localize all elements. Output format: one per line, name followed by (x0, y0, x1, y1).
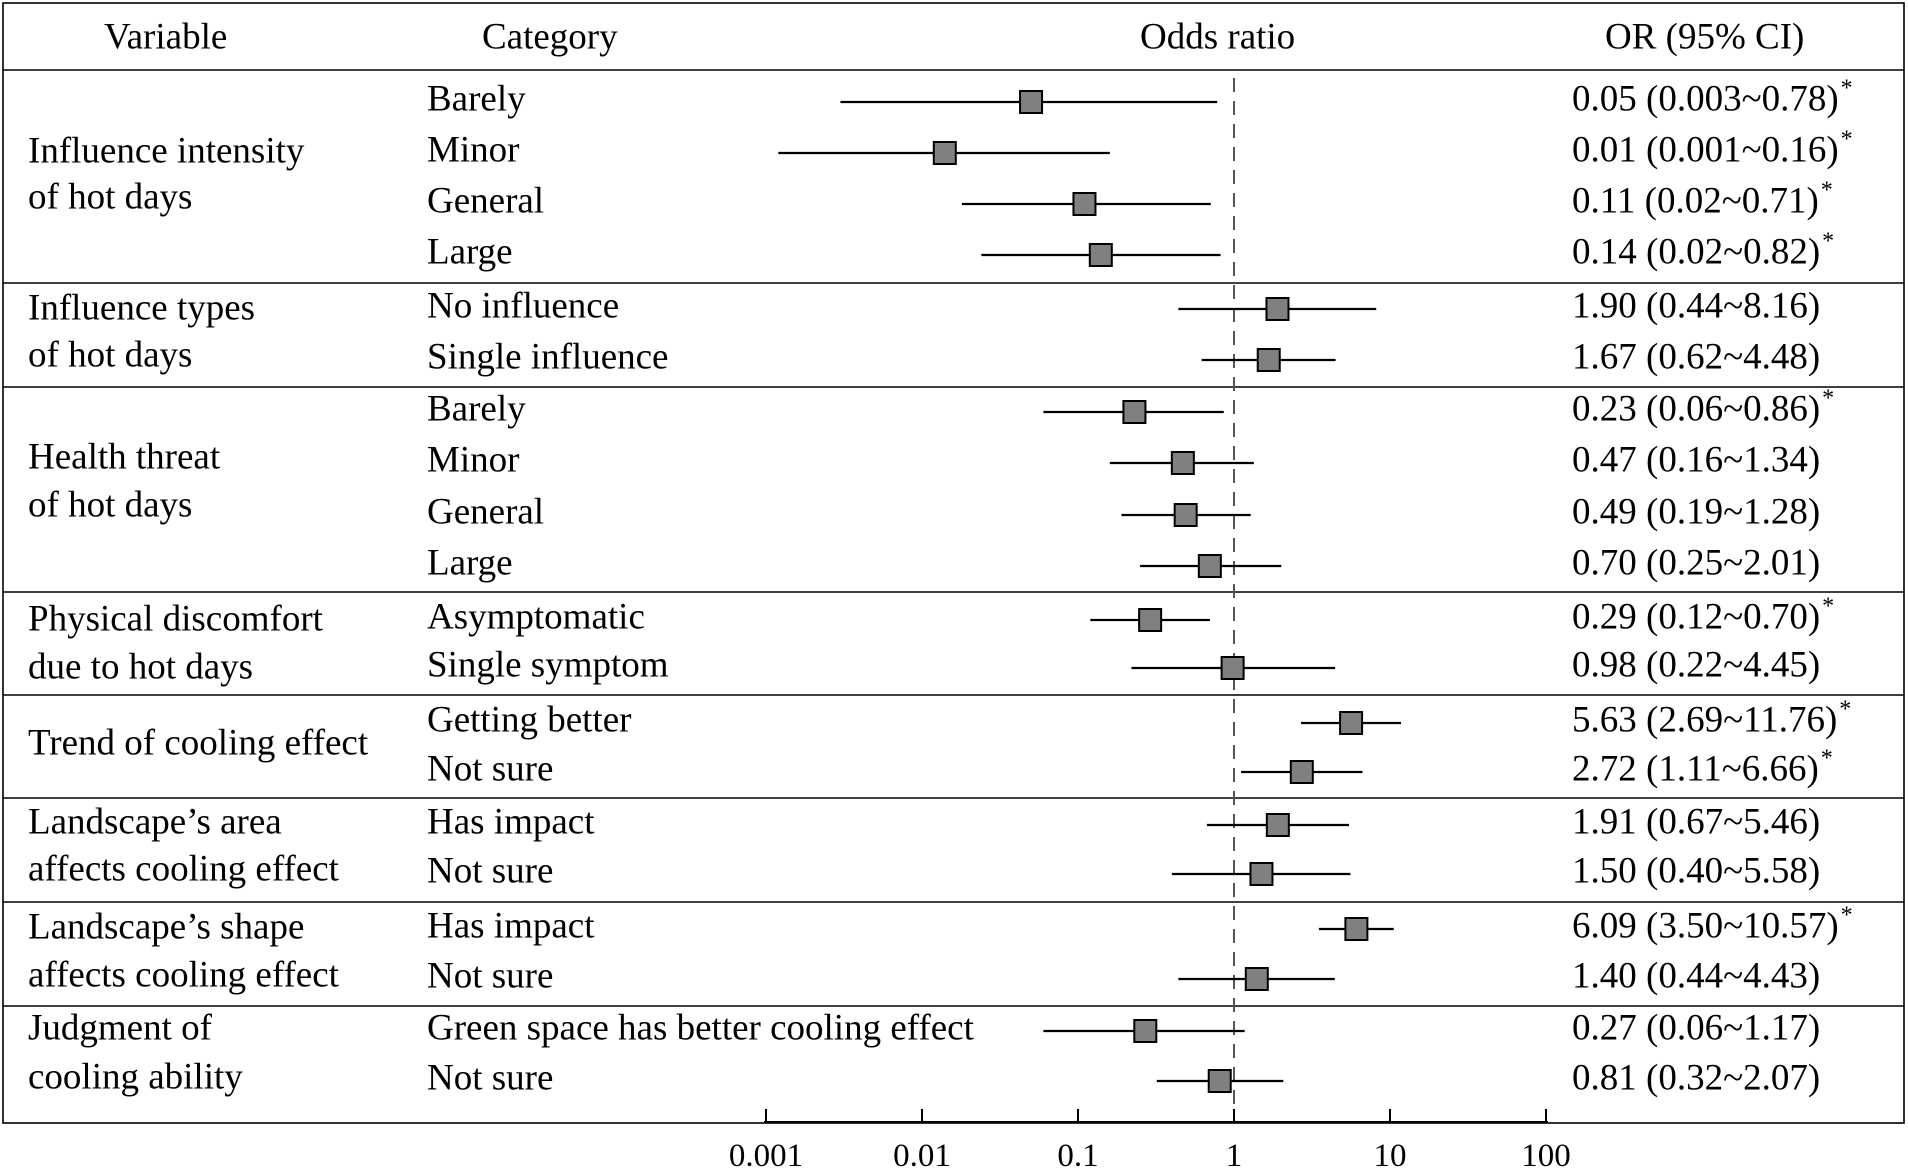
odds-ratio-marker (932, 141, 957, 165)
odds-ratio-marker (1220, 656, 1245, 680)
or-ci-label: 0.23 (0.06~0.86) (1572, 388, 1820, 429)
category-label: Has impact (427, 905, 595, 946)
odds-ratio-marker (1256, 348, 1281, 372)
variable-label: Landscape’s area (28, 801, 282, 842)
or-ci-label: 0.81 (0.32~2.07) (1572, 1057, 1820, 1098)
or-ci-label: 1.91 (0.67~5.46) (1572, 801, 1820, 842)
variable-label: Physical discomfort (28, 598, 324, 639)
category-label: Not sure (427, 748, 553, 789)
odds-ratio-marker (1289, 760, 1314, 784)
significance-star: * (1822, 594, 1834, 620)
category-label: Minor (427, 129, 520, 170)
or-ci-label: 1.67 (0.62~4.48) (1572, 336, 1820, 377)
significance-star: * (1822, 386, 1834, 412)
significance-star: * (1839, 697, 1851, 723)
variable-label: of hot days (28, 484, 192, 525)
category-label: Asymptomatic (427, 596, 645, 637)
category-label: Not sure (427, 955, 553, 996)
category-label: Getting better (427, 699, 631, 740)
odds-ratio-marker (1265, 813, 1290, 837)
odds-ratio-marker (1197, 554, 1222, 578)
x-tick-label: 1 (1226, 1138, 1243, 1172)
category-label: General (427, 491, 544, 532)
variable-label: Trend of cooling effect (28, 722, 369, 763)
odds-ratio-marker (1344, 917, 1369, 941)
variable-label: affects cooling effect (28, 954, 340, 995)
odds-ratio-marker (1088, 243, 1113, 267)
header-category: Category (482, 16, 618, 57)
significance-star: * (1841, 127, 1853, 153)
category-label: Minor (427, 439, 520, 480)
odds-ratio-marker (1249, 862, 1274, 886)
category-label: Has impact (427, 801, 595, 842)
x-tick-label: 100 (1521, 1138, 1571, 1172)
significance-star: * (1821, 178, 1833, 204)
or-ci-label: 2.72 (1.11~6.66) (1572, 748, 1819, 789)
or-ci-label: 0.70 (0.25~2.01) (1572, 542, 1820, 583)
odds-ratio-marker (1244, 967, 1269, 991)
category-label: Not sure (427, 1057, 553, 1098)
or-ci-label: 1.90 (0.44~8.16) (1572, 285, 1820, 326)
significance-star: * (1841, 903, 1853, 929)
variable-label: of hot days (28, 176, 192, 217)
header-variable: Variable (104, 16, 227, 57)
variable-label: Influence types (28, 287, 255, 328)
x-tick-label: 0.001 (729, 1138, 803, 1172)
significance-star: * (1841, 76, 1853, 102)
significance-star: * (1821, 746, 1833, 772)
x-tick-label: 10 (1374, 1138, 1407, 1172)
category-label: Large (427, 542, 513, 583)
odds-ratio-marker (1265, 297, 1290, 321)
category-label: Not sure (427, 850, 553, 891)
or-ci-label: 0.11 (0.02~0.71) (1572, 180, 1819, 221)
odds-ratio-marker (1122, 400, 1147, 424)
variable-label: Judgment of (28, 1007, 213, 1048)
variable-label: affects cooling effect (28, 848, 340, 889)
variable-label: due to hot days (28, 646, 253, 687)
or-ci-label: 6.09 (3.50~10.57) (1572, 905, 1839, 946)
category-label: Large (427, 231, 513, 272)
or-ci-label: 0.14 (0.02~0.82) (1572, 231, 1820, 272)
or-ci-label: 0.98 (0.22~4.45) (1572, 644, 1820, 685)
odds-ratio-marker (1339, 711, 1364, 735)
category-label: No influence (427, 285, 619, 326)
significance-star: * (1822, 229, 1834, 255)
header-odds-ratio: Odds ratio (1140, 16, 1295, 57)
or-ci-label: 5.63 (2.69~11.76) (1572, 699, 1837, 740)
variable-label: Landscape’s shape (28, 906, 304, 947)
variable-label: Influence intensity (28, 130, 305, 171)
or-ci-label: 1.40 (0.44~4.43) (1572, 955, 1820, 996)
odds-ratio-marker (1072, 192, 1097, 216)
variable-label: Health threat (28, 436, 221, 477)
category-label: Barely (427, 78, 526, 119)
or-ci-label: 0.01 (0.001~0.16) (1572, 129, 1839, 170)
category-label: General (427, 180, 544, 221)
odds-ratio-marker (1138, 608, 1163, 632)
odds-ratio-marker (1207, 1069, 1232, 1093)
header-or-ci: OR (95% CI) (1605, 16, 1804, 57)
odds-ratio-marker (1173, 503, 1198, 527)
odds-ratio-marker (1133, 1019, 1158, 1043)
category-label: Single symptom (427, 644, 669, 685)
odds-ratio-marker (1170, 451, 1195, 475)
x-tick-label: 0.1 (1057, 1138, 1098, 1172)
or-ci-label: 0.47 (0.16~1.34) (1572, 439, 1820, 480)
or-ci-label: 0.05 (0.003~0.78) (1572, 78, 1839, 119)
or-ci-label: 0.29 (0.12~0.70) (1572, 596, 1820, 637)
variable-label: of hot days (28, 334, 192, 375)
or-ci-label: 1.50 (0.40~5.58) (1572, 850, 1820, 891)
odds-ratio-marker (1019, 90, 1044, 114)
or-ci-label: 0.49 (0.19~1.28) (1572, 491, 1820, 532)
category-label: Single influence (427, 336, 668, 377)
category-label: Green space has better cooling effect (427, 1007, 975, 1048)
or-ci-label: 0.27 (0.06~1.17) (1572, 1007, 1820, 1048)
category-label: Barely (427, 388, 526, 429)
variable-label: cooling ability (28, 1056, 243, 1097)
x-tick-label: 0.01 (893, 1138, 951, 1172)
